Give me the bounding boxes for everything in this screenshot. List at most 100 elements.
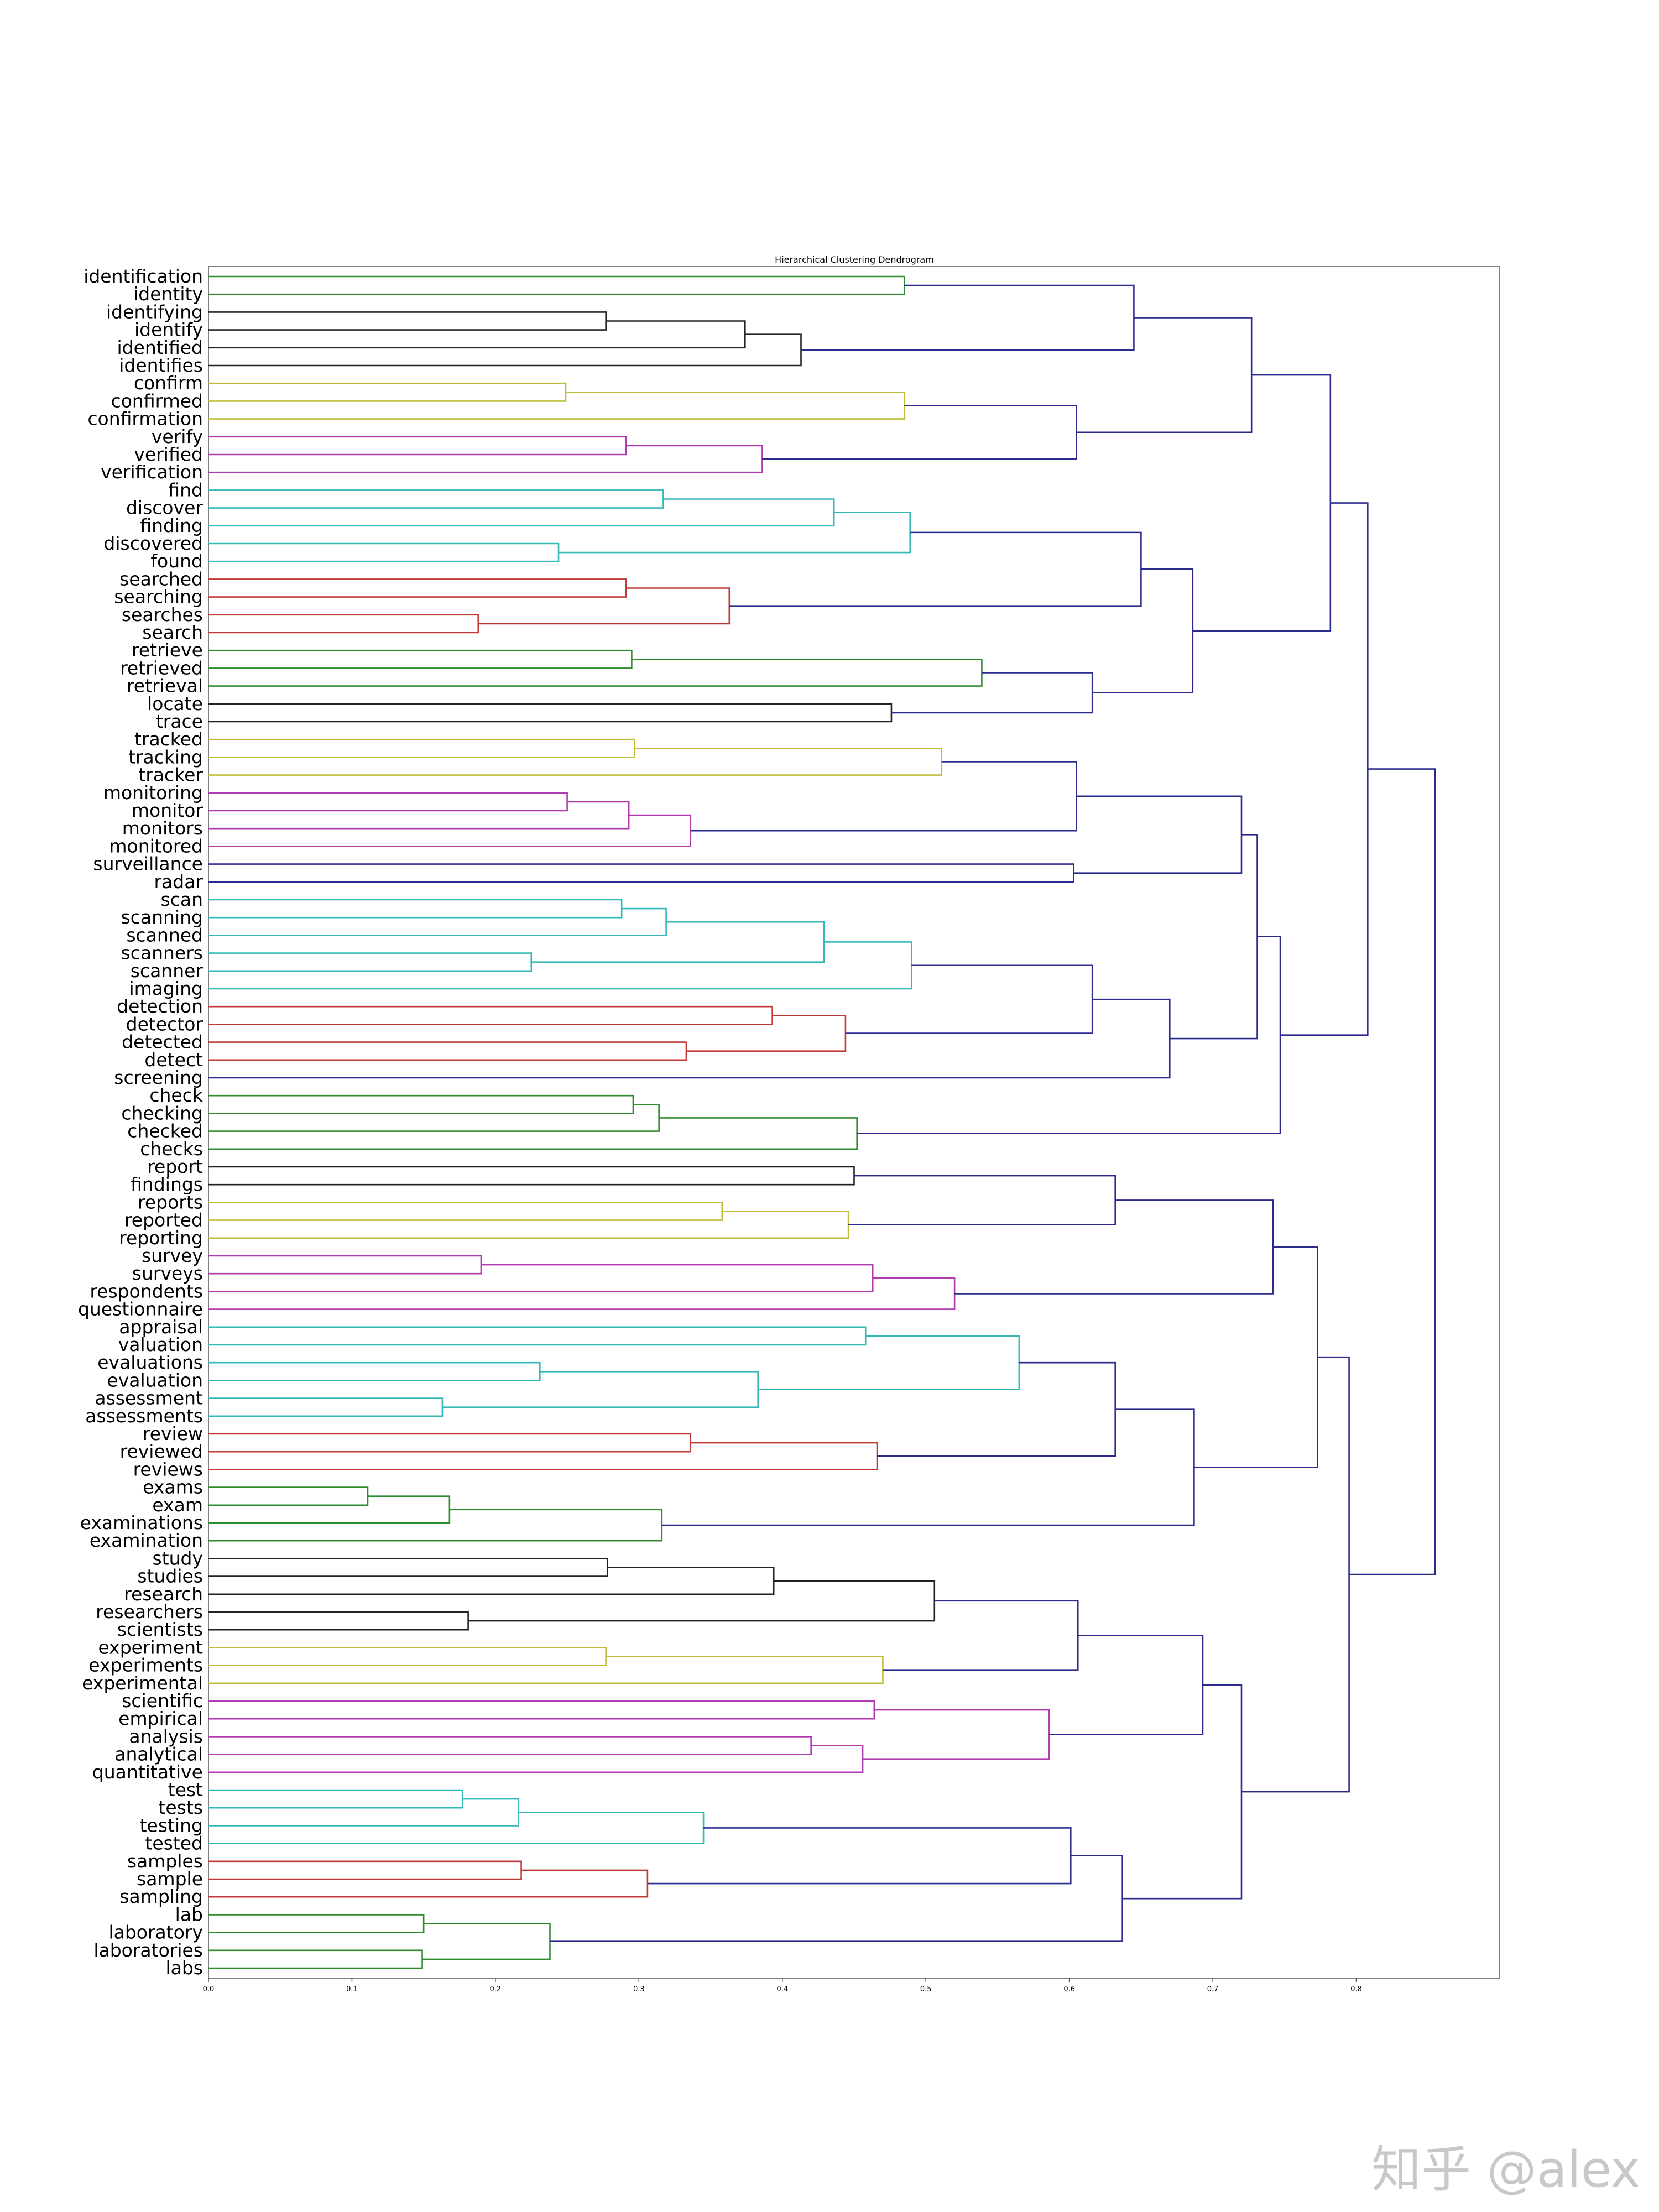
link-merge-33: [1073, 795, 1243, 874]
leaf-label-empirical: empirical: [118, 1708, 203, 1729]
link-merge-22: [208, 703, 893, 723]
leaf-label-evaluation: evaluation: [107, 1369, 203, 1391]
link-merge-18: [478, 587, 731, 625]
link-merge-36: [208, 952, 533, 972]
watermark: 知乎 @alex: [1371, 2141, 1640, 2199]
leaf-label-finding: finding: [140, 515, 203, 536]
leaf-label-researchers: researchers: [96, 1601, 203, 1623]
leaf-label-reports: reports: [138, 1191, 203, 1213]
link-merge-53: [848, 1175, 1116, 1225]
leaf-label-scanning: scanning: [121, 906, 203, 928]
leaf-label-study: study: [152, 1547, 203, 1569]
leaf-label-scan: scan: [161, 889, 203, 910]
leaf-label-samples: samples: [127, 1850, 203, 1872]
link-merge-72: [208, 1567, 775, 1595]
leaf-label-identified: identified: [117, 337, 203, 358]
link-merge-74: [468, 1580, 936, 1622]
link-merge-35: [208, 907, 667, 936]
link-merge-34: [208, 899, 623, 919]
link-merge-86: [208, 1860, 522, 1880]
leaf-label-monitoring: monitoring: [103, 782, 203, 804]
leaf-label-tests: tests: [158, 1797, 203, 1818]
leaf-label-exams: exams: [143, 1477, 203, 1498]
x-tick-label: 0.1: [346, 1985, 358, 1994]
leaf-label-respondents: respondents: [90, 1280, 203, 1302]
leaf-label-confirmed: confirmed: [111, 390, 203, 411]
x-tick-label: 0.3: [633, 1985, 645, 1994]
link-merge-13: [208, 498, 835, 527]
leaf-label-laboratory: laboratory: [108, 1922, 203, 1943]
leaf-label-identifying: identifying: [106, 301, 203, 322]
link-merge-32: [208, 863, 1074, 883]
leaf-label-appraisal: appraisal: [119, 1316, 203, 1338]
link-merge-2: [208, 311, 607, 331]
link-merge-70: [1194, 1246, 1318, 1468]
link-merge-42: [845, 964, 1093, 1034]
link-merge-66: [208, 1486, 369, 1506]
link-merge-65: [877, 1361, 1116, 1457]
link-merge-6: [208, 382, 567, 402]
plot-frame: [208, 266, 1500, 1979]
link-merge-45: [208, 1094, 634, 1114]
leaf-label-retrieve: retrieve: [132, 639, 203, 661]
link-merge-48: [857, 936, 1281, 1134]
x-tick-label: 0.6: [1063, 1985, 1075, 1994]
link-merge-77: [883, 1600, 1079, 1671]
link-merge-56: [208, 1277, 956, 1310]
leaf-label-sampling: sampling: [119, 1886, 203, 1907]
link-merge-60: [442, 1371, 759, 1408]
leaf-label-studies: studies: [137, 1566, 203, 1587]
link-merge-40: [208, 1041, 687, 1061]
leaf-label-reviews: reviews: [133, 1458, 203, 1480]
link-merge-81: [863, 1709, 1050, 1760]
leaf-label-monitored: monitored: [109, 835, 203, 857]
leaf-label-monitors: monitors: [122, 817, 203, 839]
leaf-label-report: report: [147, 1156, 203, 1177]
leaf-label-scientific: scientific: [122, 1690, 203, 1712]
leaf-label-retrieved: retrieved: [120, 657, 203, 679]
link-merge-30: [208, 814, 692, 847]
link-merge-37: [531, 921, 825, 963]
leaf-label-laboratories: laboratories: [93, 1939, 203, 1961]
leaf-label-imaging: imaging: [129, 978, 203, 999]
link-merge-92: [550, 1855, 1123, 1942]
leaf-label-identity: identity: [133, 283, 203, 305]
leaf-label-searched: searched: [119, 568, 203, 589]
link-merge-83: [208, 1789, 463, 1809]
link-merge-25: [1192, 374, 1332, 632]
leaf-label-scanners: scanners: [121, 942, 203, 964]
leaf-label-reporting: reporting: [119, 1227, 203, 1249]
leaf-label-discovered: discovered: [103, 533, 203, 554]
x-tick-label: 0.4: [776, 1985, 788, 1994]
leaf-label-retrieval: retrieval: [127, 675, 203, 697]
leaf-label-experiment: experiment: [98, 1636, 203, 1658]
link-merge-16: [208, 578, 627, 598]
link-merge-9: [208, 445, 763, 473]
link-merge-24: [1092, 568, 1194, 693]
link-merge-76: [208, 1656, 884, 1684]
leaf-label-analysis: analysis: [129, 1725, 203, 1747]
leaf-label-scanned: scanned: [126, 924, 203, 946]
leaf-label-test: test: [168, 1779, 203, 1801]
link-merge-46: [208, 1104, 660, 1132]
link-merge-94: [1241, 1356, 1350, 1793]
link-merge-54: [208, 1255, 482, 1275]
link-merge-71: [208, 1558, 608, 1577]
link-merge-93: [1122, 1684, 1243, 1900]
link-merge-88: [647, 1827, 1072, 1885]
link-merge-57: [954, 1199, 1274, 1295]
leaf-label-detected: detected: [122, 1031, 203, 1053]
leaf-label-identifies: identifies: [119, 354, 203, 376]
leaf-label-surveillance: surveillance: [93, 853, 203, 875]
link-merge-3: [208, 320, 746, 349]
leaf-label-review: review: [143, 1423, 203, 1444]
link-merge-89: [208, 1914, 425, 1933]
leaf-label-valuation: valuation: [118, 1334, 203, 1355]
link-merge-50: [208, 1202, 723, 1221]
leaf-label-examination: examination: [90, 1530, 203, 1551]
leaf-label-experimental: experimental: [82, 1672, 203, 1694]
link-merge-17: [208, 614, 479, 634]
leaf-label-quantitative: quantitative: [92, 1761, 203, 1783]
link-merge-64: [208, 1442, 878, 1470]
